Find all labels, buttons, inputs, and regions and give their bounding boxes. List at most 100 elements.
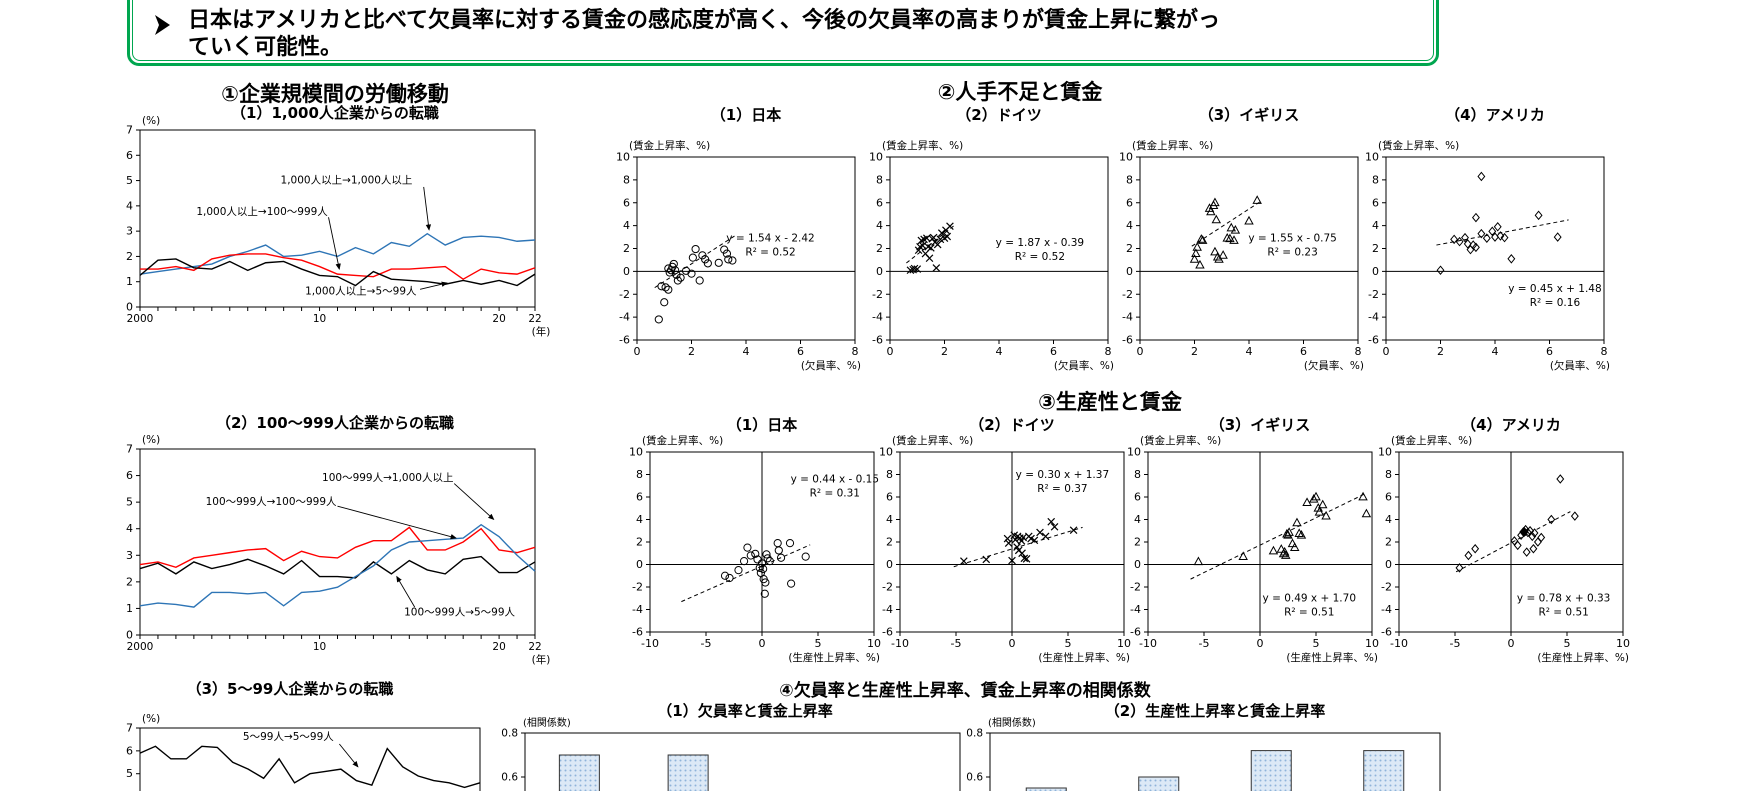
svg-text:4: 4 (743, 345, 750, 358)
svg-text:(年): (年) (532, 325, 551, 338)
svg-text:0.6: 0.6 (966, 772, 983, 784)
summary-banner: 日本はアメリカと比べて欠員率に対する賃金の感応度が高く、今後の欠員率の高まりが賃… (127, 0, 1439, 66)
svg-text:(賃金上昇率、%): (賃金上昇率、%) (642, 434, 723, 447)
svg-text:22: 22 (528, 641, 541, 653)
svg-text:-6: -6 (1381, 626, 1392, 639)
svg-text:R² = 0.37: R² = 0.37 (1037, 483, 1087, 495)
svg-text:0: 0 (1508, 637, 1515, 650)
svg-text:8: 8 (886, 468, 893, 481)
svg-text:0: 0 (126, 301, 133, 314)
svg-text:6: 6 (797, 345, 804, 358)
chart-title-productivity-uk: （3）イギリス (1209, 416, 1311, 434)
svg-text:(賃金上昇率、%): (賃金上昇率、%) (882, 139, 963, 152)
svg-text:-2: -2 (1381, 581, 1392, 594)
svg-text:y = 1.87 x - 0.39: y = 1.87 x - 0.39 (996, 237, 1084, 249)
chart-title-corr-vacancy: （1）欠員率と賃金上昇率 (657, 702, 833, 720)
svg-text:(%): (%) (142, 434, 160, 446)
svg-text:(生産性上昇率、%): (生産性上昇率、%) (1038, 651, 1130, 664)
svg-text:100〜999人→100〜999人: 100〜999人→100〜999人 (206, 496, 337, 508)
svg-text:-2: -2 (882, 581, 893, 594)
svg-text:2: 2 (688, 345, 695, 358)
chart-title-move-100-999: （2）100〜999人企業からの転職 (215, 414, 455, 432)
svg-text:8: 8 (1105, 345, 1112, 358)
svg-text:-4: -4 (632, 603, 643, 616)
svg-text:(欠員率、%): (欠員率、%) (1304, 359, 1364, 372)
svg-text:(欠員率、%): (欠員率、%) (1550, 359, 1610, 372)
summary-line-2: ていく可能性。 (188, 35, 343, 60)
summary-text: 日本はアメリカと比べて欠員率に対する賃金の感応度が高く、今後の欠員率の高まりが賃… (188, 7, 1424, 61)
svg-text:4: 4 (1134, 513, 1141, 526)
svg-text:2: 2 (1191, 345, 1198, 358)
svg-text:8: 8 (636, 468, 643, 481)
svg-text:0: 0 (1372, 265, 1379, 278)
svg-text:4: 4 (126, 199, 133, 212)
svg-text:-6: -6 (882, 626, 893, 639)
svg-text:10: 10 (1117, 637, 1131, 650)
svg-text:(賃金上昇率、%): (賃金上昇率、%) (1132, 139, 1213, 152)
svg-text:6: 6 (886, 491, 893, 504)
chart-title-shortage-uk: （3）イギリス (1198, 106, 1300, 124)
svg-text:8: 8 (1385, 468, 1392, 481)
chart-title-shortage-us: （4）アメリカ (1445, 106, 1545, 124)
svg-text:2000: 2000 (127, 641, 154, 653)
svg-text:R² = 0.51: R² = 0.51 (1538, 607, 1588, 619)
svg-text:R² = 0.51: R² = 0.51 (1284, 607, 1334, 619)
svg-text:10: 10 (629, 446, 643, 459)
svg-text:-4: -4 (1122, 311, 1133, 324)
svg-text:1: 1 (126, 275, 133, 288)
line-chart-move-from-1000: 0 1 2 3 4 5 6 7 (%) 2000 10 20 22(年) 1,000人以上→1,000人以… (126, 115, 551, 338)
arrow-right-icon (152, 13, 174, 41)
svg-text:0: 0 (1134, 558, 1141, 571)
summary-line-1: 日本はアメリカと比べて欠員率に対する賃金の感応度が高く、今後の欠員率の高まりが賃… (188, 8, 1221, 33)
svg-text:-10: -10 (1139, 637, 1157, 650)
chart-title-shortage-germany: （2）ドイツ (956, 106, 1042, 124)
svg-text:4: 4 (1126, 219, 1133, 232)
svg-text:1: 1 (126, 602, 133, 615)
svg-text:(賃金上昇率、%): (賃金上昇率、%) (1378, 139, 1459, 152)
svg-text:0.8: 0.8 (501, 728, 518, 740)
svg-text:-2: -2 (872, 288, 883, 301)
svg-text:4: 4 (623, 219, 630, 232)
svg-text:2: 2 (636, 536, 643, 549)
svg-text:(年): (年) (532, 653, 551, 666)
svg-text:8: 8 (1601, 345, 1608, 358)
svg-text:-6: -6 (1368, 334, 1379, 347)
svg-text:(%): (%) (142, 115, 160, 127)
svg-text:10: 10 (1616, 637, 1630, 650)
svg-text:7: 7 (126, 443, 133, 456)
svg-text:3: 3 (126, 549, 133, 562)
svg-text:-6: -6 (632, 626, 643, 639)
svg-text:8: 8 (876, 173, 883, 186)
svg-text:(相関係数): (相関係数) (523, 716, 571, 729)
svg-text:2: 2 (623, 242, 630, 255)
svg-text:6: 6 (1126, 196, 1133, 209)
svg-text:2: 2 (941, 345, 948, 358)
svg-text:0: 0 (1137, 345, 1144, 358)
svg-text:7: 7 (126, 124, 133, 137)
svg-text:4: 4 (1492, 345, 1499, 358)
svg-text:4: 4 (636, 513, 643, 526)
svg-text:-5: -5 (1450, 637, 1461, 650)
svg-text:8: 8 (1372, 173, 1379, 186)
chart-title-shortage-japan: （1）日本 (710, 106, 782, 124)
svg-text:R² = 0.31: R² = 0.31 (810, 487, 860, 499)
svg-text:5: 5 (815, 637, 822, 650)
svg-text:-6: -6 (1130, 626, 1141, 639)
svg-text:6: 6 (636, 491, 643, 504)
svg-text:R² = 0.23: R² = 0.23 (1267, 247, 1317, 259)
svg-text:10: 10 (616, 151, 630, 164)
svg-text:-2: -2 (619, 288, 630, 301)
svg-text:(賃金上昇率、%): (賃金上昇率、%) (1391, 434, 1472, 447)
svg-text:1,000人以上→5〜99人: 1,000人以上→5〜99人 (305, 285, 417, 297)
svg-text:6: 6 (1050, 345, 1057, 358)
svg-text:6: 6 (126, 469, 133, 482)
svg-text:5: 5 (1564, 637, 1571, 650)
section-1-title: ①企業規模間の労働移動 (221, 82, 449, 106)
svg-text:2: 2 (126, 575, 133, 588)
svg-text:(%): (%) (142, 713, 160, 725)
svg-text:4: 4 (126, 522, 133, 535)
